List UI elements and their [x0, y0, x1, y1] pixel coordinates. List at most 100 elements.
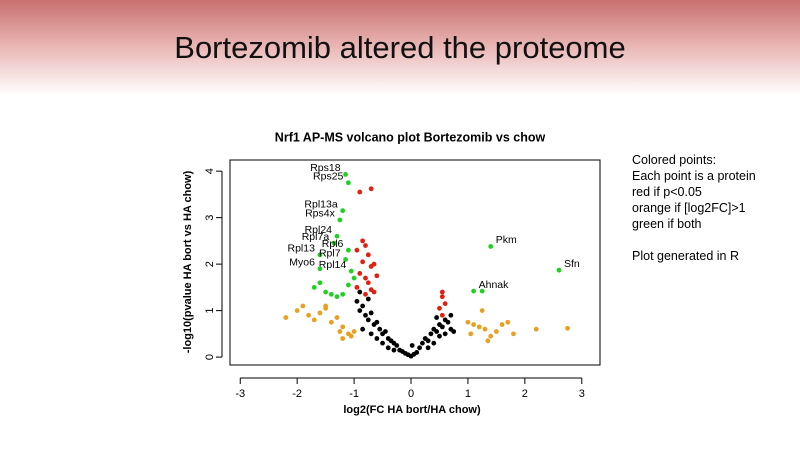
- x-tick-label: -2: [292, 388, 302, 400]
- point: [428, 331, 434, 337]
- x-tick-label: 2: [522, 388, 528, 400]
- point: [334, 233, 340, 239]
- point: [476, 324, 482, 330]
- point: [394, 343, 400, 348]
- note-line: Each point is a protein: [632, 169, 756, 183]
- point: [468, 331, 474, 337]
- point: [357, 189, 363, 195]
- y-tick-label: 4: [204, 168, 216, 174]
- point: [448, 326, 454, 332]
- point: [346, 247, 351, 253]
- point: [311, 284, 317, 290]
- point: [533, 326, 539, 332]
- point: [348, 268, 354, 274]
- point: [374, 273, 380, 279]
- point: [340, 291, 346, 297]
- point: [328, 291, 334, 297]
- point: [340, 324, 346, 330]
- point: [380, 340, 385, 346]
- note-line: red if p<0.05: [632, 185, 702, 199]
- point: [437, 333, 442, 339]
- point: [371, 289, 377, 295]
- point: [434, 329, 440, 334]
- y-tick-label: 2: [204, 261, 216, 267]
- x-tick-label: -1: [349, 388, 359, 400]
- point: [434, 315, 440, 320]
- note-line: Colored points:: [632, 153, 717, 167]
- chart-title: Nrf1 AP-MS volcano plot Bortezomib vs ch…: [275, 130, 546, 144]
- point: [377, 326, 383, 332]
- point: [439, 324, 445, 330]
- point-label: Rpl7: [319, 247, 341, 259]
- point-label: Rpl13a: [304, 198, 337, 210]
- point: [505, 319, 511, 325]
- point: [340, 208, 346, 214]
- point-label: Rps25: [313, 171, 344, 183]
- point: [354, 247, 360, 253]
- point: [442, 301, 448, 307]
- point-label: Rps4x: [305, 208, 336, 220]
- point: [471, 288, 477, 294]
- point: [360, 326, 366, 332]
- point-label: Rps18: [310, 162, 341, 174]
- point: [346, 180, 351, 186]
- point: [334, 315, 340, 320]
- point: [368, 186, 374, 192]
- point: [479, 288, 485, 294]
- y-tick-label: 0: [204, 354, 216, 360]
- point: [425, 345, 431, 351]
- point: [420, 340, 425, 346]
- point: [317, 252, 323, 258]
- point: [357, 308, 363, 314]
- point: [409, 343, 415, 348]
- point-label: Myo6: [289, 257, 315, 269]
- point: [488, 333, 494, 339]
- point: [482, 326, 488, 332]
- point-label: Sfn: [564, 258, 580, 270]
- plot-box: [229, 159, 601, 366]
- point: [334, 294, 340, 300]
- y-axis-label: -log10(pvalue HA bort vs HA chow): [182, 170, 194, 353]
- point: [363, 243, 368, 248]
- point: [368, 310, 374, 316]
- point: [363, 312, 368, 318]
- point: [425, 338, 431, 344]
- point: [391, 347, 397, 353]
- point: [306, 312, 311, 318]
- x-tick-label: 0: [408, 388, 414, 400]
- x-tick-label: -3: [235, 388, 245, 400]
- point: [337, 329, 343, 334]
- point: [357, 289, 363, 295]
- point: [323, 305, 329, 311]
- point-label: Rpl6: [322, 238, 344, 250]
- point: [354, 284, 360, 290]
- point: [471, 322, 477, 327]
- point: [488, 244, 494, 249]
- point: [365, 280, 371, 286]
- point: [317, 266, 323, 272]
- point: [374, 319, 380, 325]
- point-label: Pkm: [496, 234, 517, 246]
- point-label: Rpl24: [305, 224, 333, 236]
- point: [300, 303, 306, 309]
- x-tick-label: 1: [465, 388, 471, 400]
- point: [556, 267, 562, 273]
- point: [294, 308, 300, 314]
- point: [439, 312, 445, 318]
- y-tick-label: 1: [204, 308, 216, 314]
- note-line: Plot generated in R: [632, 249, 740, 263]
- point: [445, 319, 451, 325]
- note-line: green if both: [632, 217, 702, 231]
- point: [448, 312, 454, 318]
- point: [431, 340, 437, 346]
- point: [337, 217, 343, 223]
- point: [354, 298, 360, 304]
- point: [331, 240, 337, 246]
- point: [323, 289, 329, 295]
- slide-title: Bortezomib altered the proteome: [174, 30, 626, 65]
- point: [346, 282, 351, 288]
- point-label: Ahnak: [479, 279, 510, 291]
- point: [348, 333, 354, 339]
